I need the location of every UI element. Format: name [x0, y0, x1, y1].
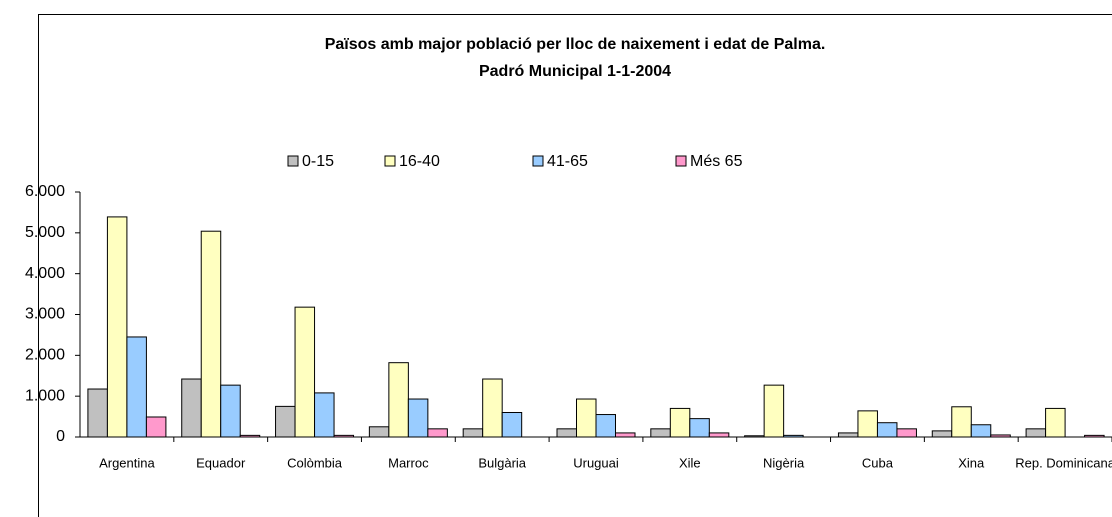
- bar: [615, 432, 636, 438]
- bar: [970, 424, 992, 438]
- y-tick-label: 1.000: [25, 387, 65, 404]
- bar: [275, 405, 296, 438]
- x-tick-label: Rep. Dominicana: [1015, 455, 1112, 470]
- bar: [87, 388, 108, 438]
- x-tick-label: Uruguai: [573, 455, 619, 470]
- bar: [650, 428, 671, 438]
- bar: [181, 378, 202, 438]
- chart-frame: [38, 14, 1112, 517]
- bar: [1045, 407, 1066, 438]
- y-tick-label: 6.000: [25, 183, 65, 200]
- bar: [501, 412, 523, 438]
- bar: [427, 428, 448, 438]
- x-tick-label: Colòmbia: [287, 455, 343, 470]
- bar: [407, 398, 429, 438]
- bar: [220, 384, 241, 438]
- bar: [145, 416, 167, 438]
- bar: [200, 230, 222, 438]
- x-tick-label: Nigèria: [763, 455, 805, 470]
- legend-swatch: [287, 155, 299, 167]
- chart-subtitle: Padró Municipal 1-1-2004: [479, 63, 671, 80]
- x-tick-label: Marroc: [388, 455, 429, 470]
- bar: [857, 410, 878, 438]
- x-tick-label: Argentina: [99, 455, 155, 470]
- legend-swatch: [532, 155, 544, 167]
- x-tick-label: Cuba: [862, 455, 894, 470]
- bar: [314, 392, 335, 438]
- bar: [876, 422, 898, 438]
- bar: [689, 418, 710, 438]
- bar: [763, 384, 785, 438]
- x-tick-label: Equador: [196, 455, 246, 470]
- bar: [931, 430, 953, 438]
- legend-label: 0-15: [302, 153, 334, 170]
- legend-label: 16-40: [399, 153, 440, 170]
- legend-label: Més 65: [690, 153, 743, 170]
- legend-swatch: [384, 155, 396, 167]
- y-tick-label: 4.000: [25, 265, 65, 282]
- bar: [837, 432, 859, 438]
- bar: [106, 216, 128, 438]
- legend-label: 41-65: [547, 153, 588, 170]
- y-tick-label: 3.000: [25, 306, 65, 323]
- bar: [708, 432, 730, 438]
- chart-title: Països amb major població per lloc de na…: [325, 36, 826, 53]
- bar: [294, 306, 316, 438]
- x-tick-label: Xile: [679, 455, 701, 470]
- bar: [951, 406, 972, 438]
- x-tick-label: Bulgària: [478, 455, 526, 470]
- bar: [462, 428, 484, 438]
- bar: [388, 362, 409, 438]
- bar: [896, 428, 917, 438]
- y-tick-label: 5.000: [25, 224, 65, 241]
- y-tick-label: 2.000: [25, 347, 65, 364]
- bar: [126, 336, 147, 438]
- bar: [482, 378, 503, 438]
- bar: [669, 407, 691, 438]
- x-tick-label: Xina: [958, 455, 985, 470]
- bar: [595, 414, 616, 438]
- y-tick-label: 0: [56, 428, 65, 445]
- bar: [576, 398, 597, 438]
- bar: [556, 428, 577, 438]
- legend-swatch: [675, 155, 687, 167]
- bar: [368, 426, 390, 438]
- bar: [1025, 428, 1047, 438]
